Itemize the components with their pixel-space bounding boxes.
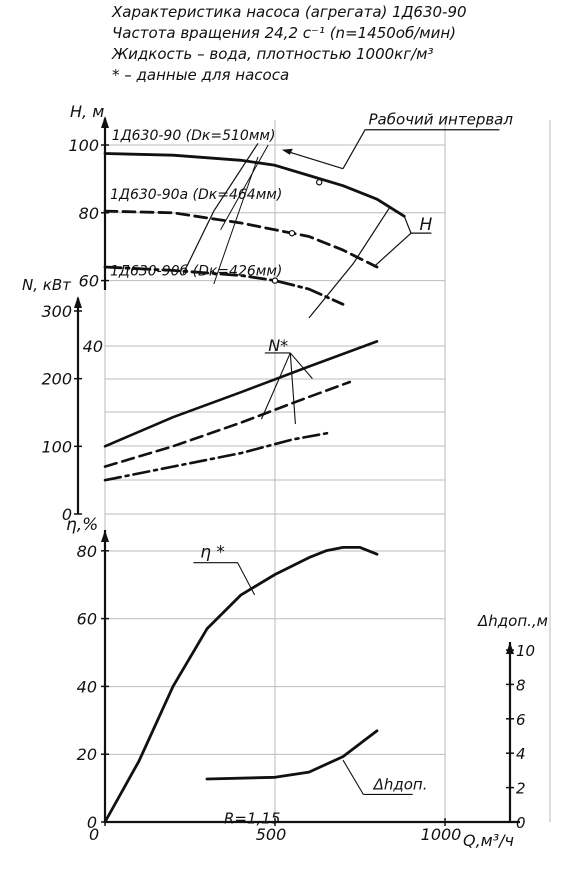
npsh-annotation: Δhдоп. <box>373 775 428 793</box>
power-leader-3 <box>260 352 291 420</box>
efficiency-tick-label: 40 <box>77 677 97 696</box>
efficiency-annotation: η * <box>200 543 225 563</box>
head-tick-label: 80 <box>79 204 99 223</box>
r-annotation: R=1,15 <box>224 810 280 828</box>
efficiency-tick-label: 80 <box>77 542 97 561</box>
efficiency-tick-label: 20 <box>77 745 97 764</box>
efficiency-tick-label: 0 <box>87 813 97 832</box>
efficiency-tick-label: 60 <box>77 610 97 629</box>
head-point-1 <box>288 229 296 237</box>
working-interval-leader <box>342 129 500 170</box>
efficiency-axis-arrow <box>101 530 109 542</box>
working-interval-right-line <box>308 205 392 319</box>
power-leader-1 <box>289 352 313 380</box>
npsh-tick-label: 0 <box>516 814 526 832</box>
head-point-0 <box>316 179 323 186</box>
power-tick-label: 300 <box>41 302 72 321</box>
power-leader-2 <box>289 352 296 425</box>
head-curve-2 <box>103 265 345 306</box>
working-interval-arrow-head <box>281 148 293 155</box>
power-annotation: N* <box>268 336 288 355</box>
curve-label-leader-b <box>220 144 269 230</box>
head-curve-0 <box>103 152 406 218</box>
efficiency-leader <box>193 562 256 596</box>
npsh-axis-arrow <box>506 642 514 654</box>
efficiency-curve <box>103 546 379 824</box>
head-tick-label: 100 <box>68 136 99 155</box>
power-curve-1 <box>103 380 352 468</box>
head-point-2 <box>271 277 279 284</box>
head-tick-label: 60 <box>79 272 99 291</box>
power-tick-label: 100 <box>41 437 72 456</box>
h-leader-2 <box>373 232 412 268</box>
head-curve-label-2: 1Д630-90б (Dк=426мм) <box>110 264 282 280</box>
npsh-tick-label: 6 <box>516 711 526 729</box>
flow-tick-label: 0 <box>89 825 99 844</box>
npsh-tick-label: 10 <box>516 642 535 660</box>
header-line-4: * – данные для насоса <box>112 66 290 84</box>
power-tick-label: 200 <box>41 370 72 389</box>
head-curve-label-0: 1Д630-90 (Dк=510мм) <box>112 128 276 144</box>
power-curve-0 <box>103 340 379 448</box>
power-tick-label: 0 <box>62 505 72 524</box>
flow-axis-label: Q,м³/ч <box>463 831 514 850</box>
npsh-curve <box>205 729 379 781</box>
npsh-leader <box>342 759 364 795</box>
chart-axes <box>74 116 520 826</box>
working-interval-arrow-line <box>285 150 344 170</box>
power-axis-arrow <box>74 296 82 308</box>
working-interval-left-line <box>182 142 259 275</box>
header-line-3: Жидкость – вода, плотностью 1000кг/м³ <box>112 45 434 63</box>
h-leader-1 <box>403 215 412 234</box>
header-line-2: Частота вращения 24,2 с⁻¹ (n=1450об/мин) <box>112 24 457 42</box>
npsh-tick-label: 4 <box>516 745 526 763</box>
power-axis-label: N, кВт <box>22 276 72 294</box>
chart-series <box>103 129 500 824</box>
chart-grid <box>104 120 551 822</box>
npsh-tick-label: 2 <box>516 780 526 798</box>
head-axis-arrow <box>101 116 109 128</box>
npsh-axis-label: Δhдоп.,м <box>477 612 548 630</box>
power-extra-tick-label: 40 <box>83 337 103 356</box>
head-curve-1 <box>103 209 379 269</box>
header-line-1: Характеристика насоса (агрегата) 1Д630-9… <box>112 3 467 21</box>
h-annotation: H <box>420 215 433 235</box>
flow-tick-label: 500 <box>256 825 287 844</box>
npsh-tick-label: 8 <box>516 676 526 694</box>
working-interval-label: Рабочий интервал <box>369 111 514 129</box>
head-axis-label: H, м <box>70 102 104 121</box>
flow-tick-label: 1000 <box>421 825 462 844</box>
efficiency-axis-label: η,% <box>66 515 98 535</box>
power-curve-2 <box>103 431 331 482</box>
head-curve-label-1: 1Д630-90а (Dк=464мм) <box>110 187 282 203</box>
curve-label-leader-a <box>213 156 259 285</box>
